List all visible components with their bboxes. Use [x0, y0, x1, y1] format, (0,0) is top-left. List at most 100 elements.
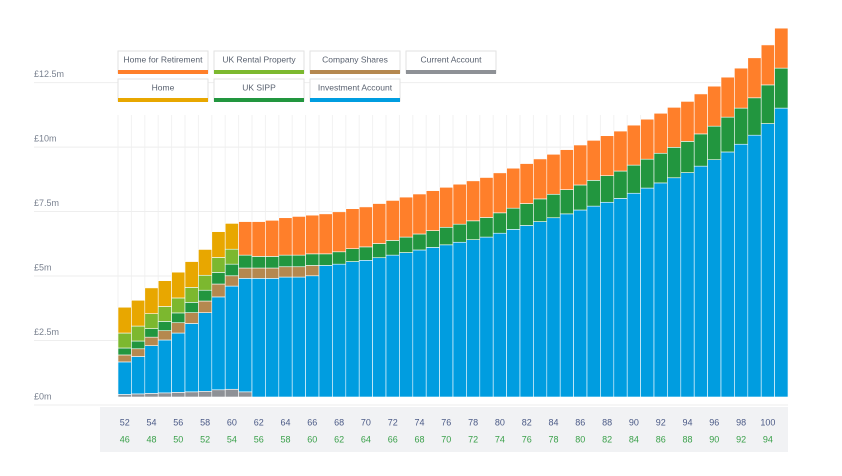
bar-segment — [546, 153, 561, 195]
partner-age-label: 52 — [200, 434, 210, 444]
bar-segment — [157, 306, 172, 322]
partner-age-label: 88 — [682, 434, 692, 444]
bar-segment — [653, 152, 668, 184]
bar-segment — [291, 254, 306, 268]
bar-segment — [506, 207, 521, 230]
bar-segment — [211, 296, 226, 391]
legend-item[interactable]: Current Account — [405, 50, 497, 74]
bar-segment — [425, 247, 440, 398]
y-tick-label: £2.5m — [34, 327, 59, 337]
bar-segment — [546, 193, 561, 219]
partner-age-label: 90 — [709, 434, 719, 444]
bar-segment — [707, 85, 722, 127]
bar-segment — [332, 263, 347, 398]
bar-segment — [586, 205, 601, 398]
bar-segment — [211, 272, 226, 285]
bar-segment — [305, 214, 320, 255]
bar-segment — [131, 348, 146, 357]
bar-segment — [265, 256, 280, 269]
partner-age-label: 66 — [388, 434, 398, 444]
bar-segment — [707, 125, 722, 161]
partner-age-label: 84 — [629, 434, 639, 444]
legend-item[interactable]: Investment Account — [309, 78, 401, 102]
legend-text: UK Rental Property — [222, 54, 296, 64]
bar-segment — [385, 254, 400, 398]
bar-segment — [238, 391, 253, 398]
bar-segment — [533, 158, 548, 200]
partner-age-label: 50 — [173, 434, 183, 444]
bar-segment — [184, 391, 199, 398]
bar-segment — [399, 252, 414, 398]
legend-item[interactable]: Company Shares — [309, 50, 401, 74]
bar-segment — [667, 107, 682, 148]
bar-segment — [211, 283, 226, 298]
y-tick-label: £10m — [34, 133, 57, 143]
bar-segment — [573, 209, 588, 398]
bar-segment — [131, 393, 146, 398]
bar-segment — [238, 278, 253, 393]
bar-segment — [345, 208, 360, 249]
bar-segment — [131, 325, 146, 342]
bar-segment — [680, 172, 695, 398]
bar-segment — [734, 143, 749, 398]
legend-item[interactable]: UK SIPP — [213, 78, 305, 102]
legend-swatch — [310, 98, 400, 102]
bar-segment — [117, 332, 132, 349]
bar-segment — [184, 302, 199, 313]
bar-segment — [184, 312, 199, 324]
bar-segment — [640, 158, 655, 189]
bar-segment — [533, 221, 548, 398]
bar-segment — [747, 134, 762, 398]
bar-segment — [265, 278, 280, 398]
bar-segment — [412, 249, 427, 398]
bar-segment — [640, 187, 655, 398]
bar-segment — [157, 321, 172, 332]
legend-swatch — [214, 70, 304, 74]
bar-segment — [506, 229, 521, 398]
legend-text: Current Account — [421, 54, 483, 64]
bar-segment — [144, 313, 159, 329]
age-label: 70 — [361, 417, 371, 427]
bar-segment — [117, 306, 132, 334]
bar-segment — [171, 312, 186, 324]
age-label: 56 — [173, 417, 183, 427]
legend-item[interactable]: Home — [117, 78, 209, 102]
bar-segment — [171, 392, 186, 398]
bar-segment — [372, 243, 387, 259]
bar-segment — [492, 212, 507, 234]
bar-segment — [586, 140, 601, 181]
legend-item[interactable]: Home for Retirement — [117, 50, 209, 74]
legend-swatch — [214, 98, 304, 102]
bar-segment — [559, 149, 574, 190]
bar-segment — [613, 198, 628, 398]
age-label: 62 — [254, 417, 264, 427]
age-label: 64 — [280, 417, 290, 427]
age-label: 100 — [760, 417, 775, 427]
bar-segment — [198, 289, 213, 302]
bar-segment — [144, 345, 159, 394]
age-label: 80 — [495, 417, 505, 427]
legend-text: Home — [152, 82, 175, 92]
bar-segment — [693, 133, 708, 167]
bar-segment — [318, 213, 333, 255]
partner-age-label: 82 — [602, 434, 612, 444]
y-tick-label: £0m — [34, 391, 52, 401]
bar-segment — [425, 230, 440, 248]
legend-swatch — [118, 70, 208, 74]
age-label: 88 — [602, 417, 612, 427]
bar-segment — [412, 233, 427, 251]
bar-segment — [734, 67, 749, 109]
bar-segment — [425, 190, 440, 231]
bar-segment — [760, 84, 775, 124]
legend-swatch — [310, 70, 400, 74]
legend-text: Company Shares — [322, 54, 388, 64]
bar-segment — [238, 221, 253, 256]
bar-segment — [385, 200, 400, 241]
age-label: 78 — [468, 417, 478, 427]
bar-segment — [345, 261, 360, 398]
bar-segment — [198, 274, 213, 291]
legend-item[interactable]: UK Rental Property — [213, 50, 305, 74]
bar-segment — [184, 287, 199, 303]
age-label: 86 — [575, 417, 585, 427]
